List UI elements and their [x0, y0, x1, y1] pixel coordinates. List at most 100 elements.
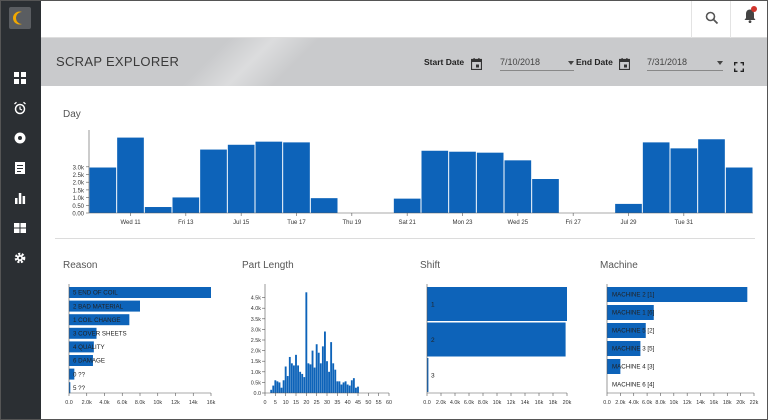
part-length-bar [340, 384, 343, 393]
shift-x-tick-label: 12k [507, 400, 516, 406]
part-length-bar [284, 366, 287, 393]
day-bar [421, 150, 449, 213]
start-calendar-icon[interactable] [470, 57, 483, 71]
part-length-y-tick-label: 0.5k [251, 380, 261, 386]
reason-bar [69, 355, 93, 366]
search-button[interactable] [691, 1, 731, 38]
shift-x-tick-label: 10k [493, 400, 502, 406]
day-bar [670, 148, 698, 213]
alarm-icon[interactable] [13, 101, 27, 115]
page-title: SCRAP EXPLORER [56, 54, 180, 69]
part-length-x-tick-label: 20 [303, 400, 309, 406]
shift-x-tick-label: 20k [563, 400, 572, 406]
machine-bar-label: MACHINE 1 [6] [612, 310, 655, 317]
reason-bar-label: 5 END OF COIL [73, 290, 118, 297]
part-length-x-tick-label: 5 [274, 400, 277, 406]
reason-bar-label: 1 COIL CHANGE [73, 317, 121, 324]
day-bar [172, 197, 200, 213]
sidebar [1, 1, 41, 419]
bar-chart-icon[interactable] [13, 191, 27, 205]
machine-x-tick-label: 14k [696, 400, 705, 406]
notifications-button[interactable] [741, 6, 761, 30]
part-length-bar [328, 371, 330, 393]
shift-bar [427, 358, 429, 392]
shift-x-tick-label: 16k [535, 400, 544, 406]
machine-x-tick-label: 0.0 [603, 400, 611, 406]
part-length-x-tick-label: 15 [293, 400, 299, 406]
machine-x-tick-label: 22k [750, 400, 759, 406]
reason-bar [69, 300, 140, 312]
day-bar [227, 144, 255, 213]
day-x-tick-label: Mon 23 [452, 220, 473, 226]
part-length-bar [338, 381, 341, 393]
day-bar [615, 203, 642, 213]
shift-x-tick-label: 2.0k [436, 400, 446, 406]
grid-icon[interactable] [13, 221, 27, 235]
part-length-bar [334, 369, 337, 393]
part-length-bar [276, 381, 279, 393]
fullscreen-icon[interactable] [734, 59, 744, 72]
part-length-bar [330, 342, 333, 393]
document-icon[interactable] [13, 161, 27, 175]
end-date-dropdown-icon [717, 61, 723, 65]
notification-badge [751, 6, 757, 12]
part-length-x-tick-label: 45 [355, 400, 361, 406]
reason-bar-label: 5 ?? [73, 385, 86, 392]
part-length-bar [307, 363, 310, 393]
part-length-x-tick-label: 55 [376, 400, 382, 406]
reason-x-tick-label: 2.0k [82, 400, 92, 406]
start-date-field[interactable]: 7/10/2018 [500, 55, 574, 71]
reason-bar [69, 327, 97, 339]
end-date-label: End Date [576, 57, 613, 67]
day-bar [283, 142, 310, 213]
day-x-tick-label: Jul 15 [233, 220, 250, 226]
part-length-x-tick-label: 25 [314, 400, 320, 406]
part-length-bar [288, 356, 291, 393]
machine-bar-label: MACHINE 3 [5] [612, 346, 655, 353]
day-y-tick-label: 0.00 [72, 212, 84, 218]
part-length-x-tick-label: 50 [365, 400, 371, 406]
part-length-y-tick-label: 0.0 [254, 391, 262, 397]
day-y-tick-label: 2.5k [73, 173, 85, 179]
reason-x-tick-label: 12k [171, 400, 180, 406]
part-length-bar [319, 363, 322, 393]
end-date-value: 7/31/2018 [647, 57, 688, 67]
app-logo[interactable] [9, 7, 31, 29]
day-y-tick-label: 3.0k [73, 165, 85, 171]
shift-x-tick-label: 6.0k [464, 400, 474, 406]
part-length-y-tick-label: 1.5k [251, 359, 261, 365]
part-length-bar [270, 389, 273, 393]
part-length-bar [286, 376, 289, 393]
section-divider [55, 238, 755, 239]
machine-x-tick-label: 8.0k [655, 400, 665, 406]
part-length-bar [297, 365, 299, 393]
day-y-tick-label: 2.0k [73, 181, 85, 187]
day-bar [476, 152, 504, 213]
dashboard-icon[interactable] [13, 71, 27, 85]
settings-icon[interactable] [13, 251, 27, 265]
reason-chart: 5 END OF COIL 2 BAD MATERIAL 1 COIL CHANGE… [65, 284, 216, 406]
machine-x-tick-label: 4.0k [629, 400, 639, 406]
end-date-field[interactable]: 7/31/2018 [647, 55, 723, 71]
day-chart-title: Day [63, 109, 81, 120]
day-bar [532, 179, 559, 213]
day-bar [310, 198, 338, 213]
machine-bar-label: MACHINE 6 [4] [612, 382, 655, 389]
target-icon[interactable] [13, 131, 27, 145]
day-bar [698, 139, 725, 213]
machine-bar-label: MACHINE 5 [2] [612, 328, 655, 335]
start-date-value: 7/10/2018 [500, 57, 541, 67]
reason-x-tick-label: 0.0 [65, 400, 73, 406]
end-calendar-icon[interactable] [618, 57, 631, 71]
shift-chart-title: Shift [420, 260, 441, 271]
search-icon [705, 11, 719, 25]
part-length-bar [342, 382, 345, 393]
machine-x-tick-label: 20k [736, 400, 745, 406]
day-bar [117, 137, 144, 213]
day-bar [200, 149, 227, 213]
part-length-bar [301, 373, 304, 393]
part-length-x-tick-label: 40 [345, 400, 351, 406]
reason-bar-label: 3 COVER SHEETS [73, 330, 127, 337]
day-x-tick-label: Thu 19 [342, 220, 361, 226]
